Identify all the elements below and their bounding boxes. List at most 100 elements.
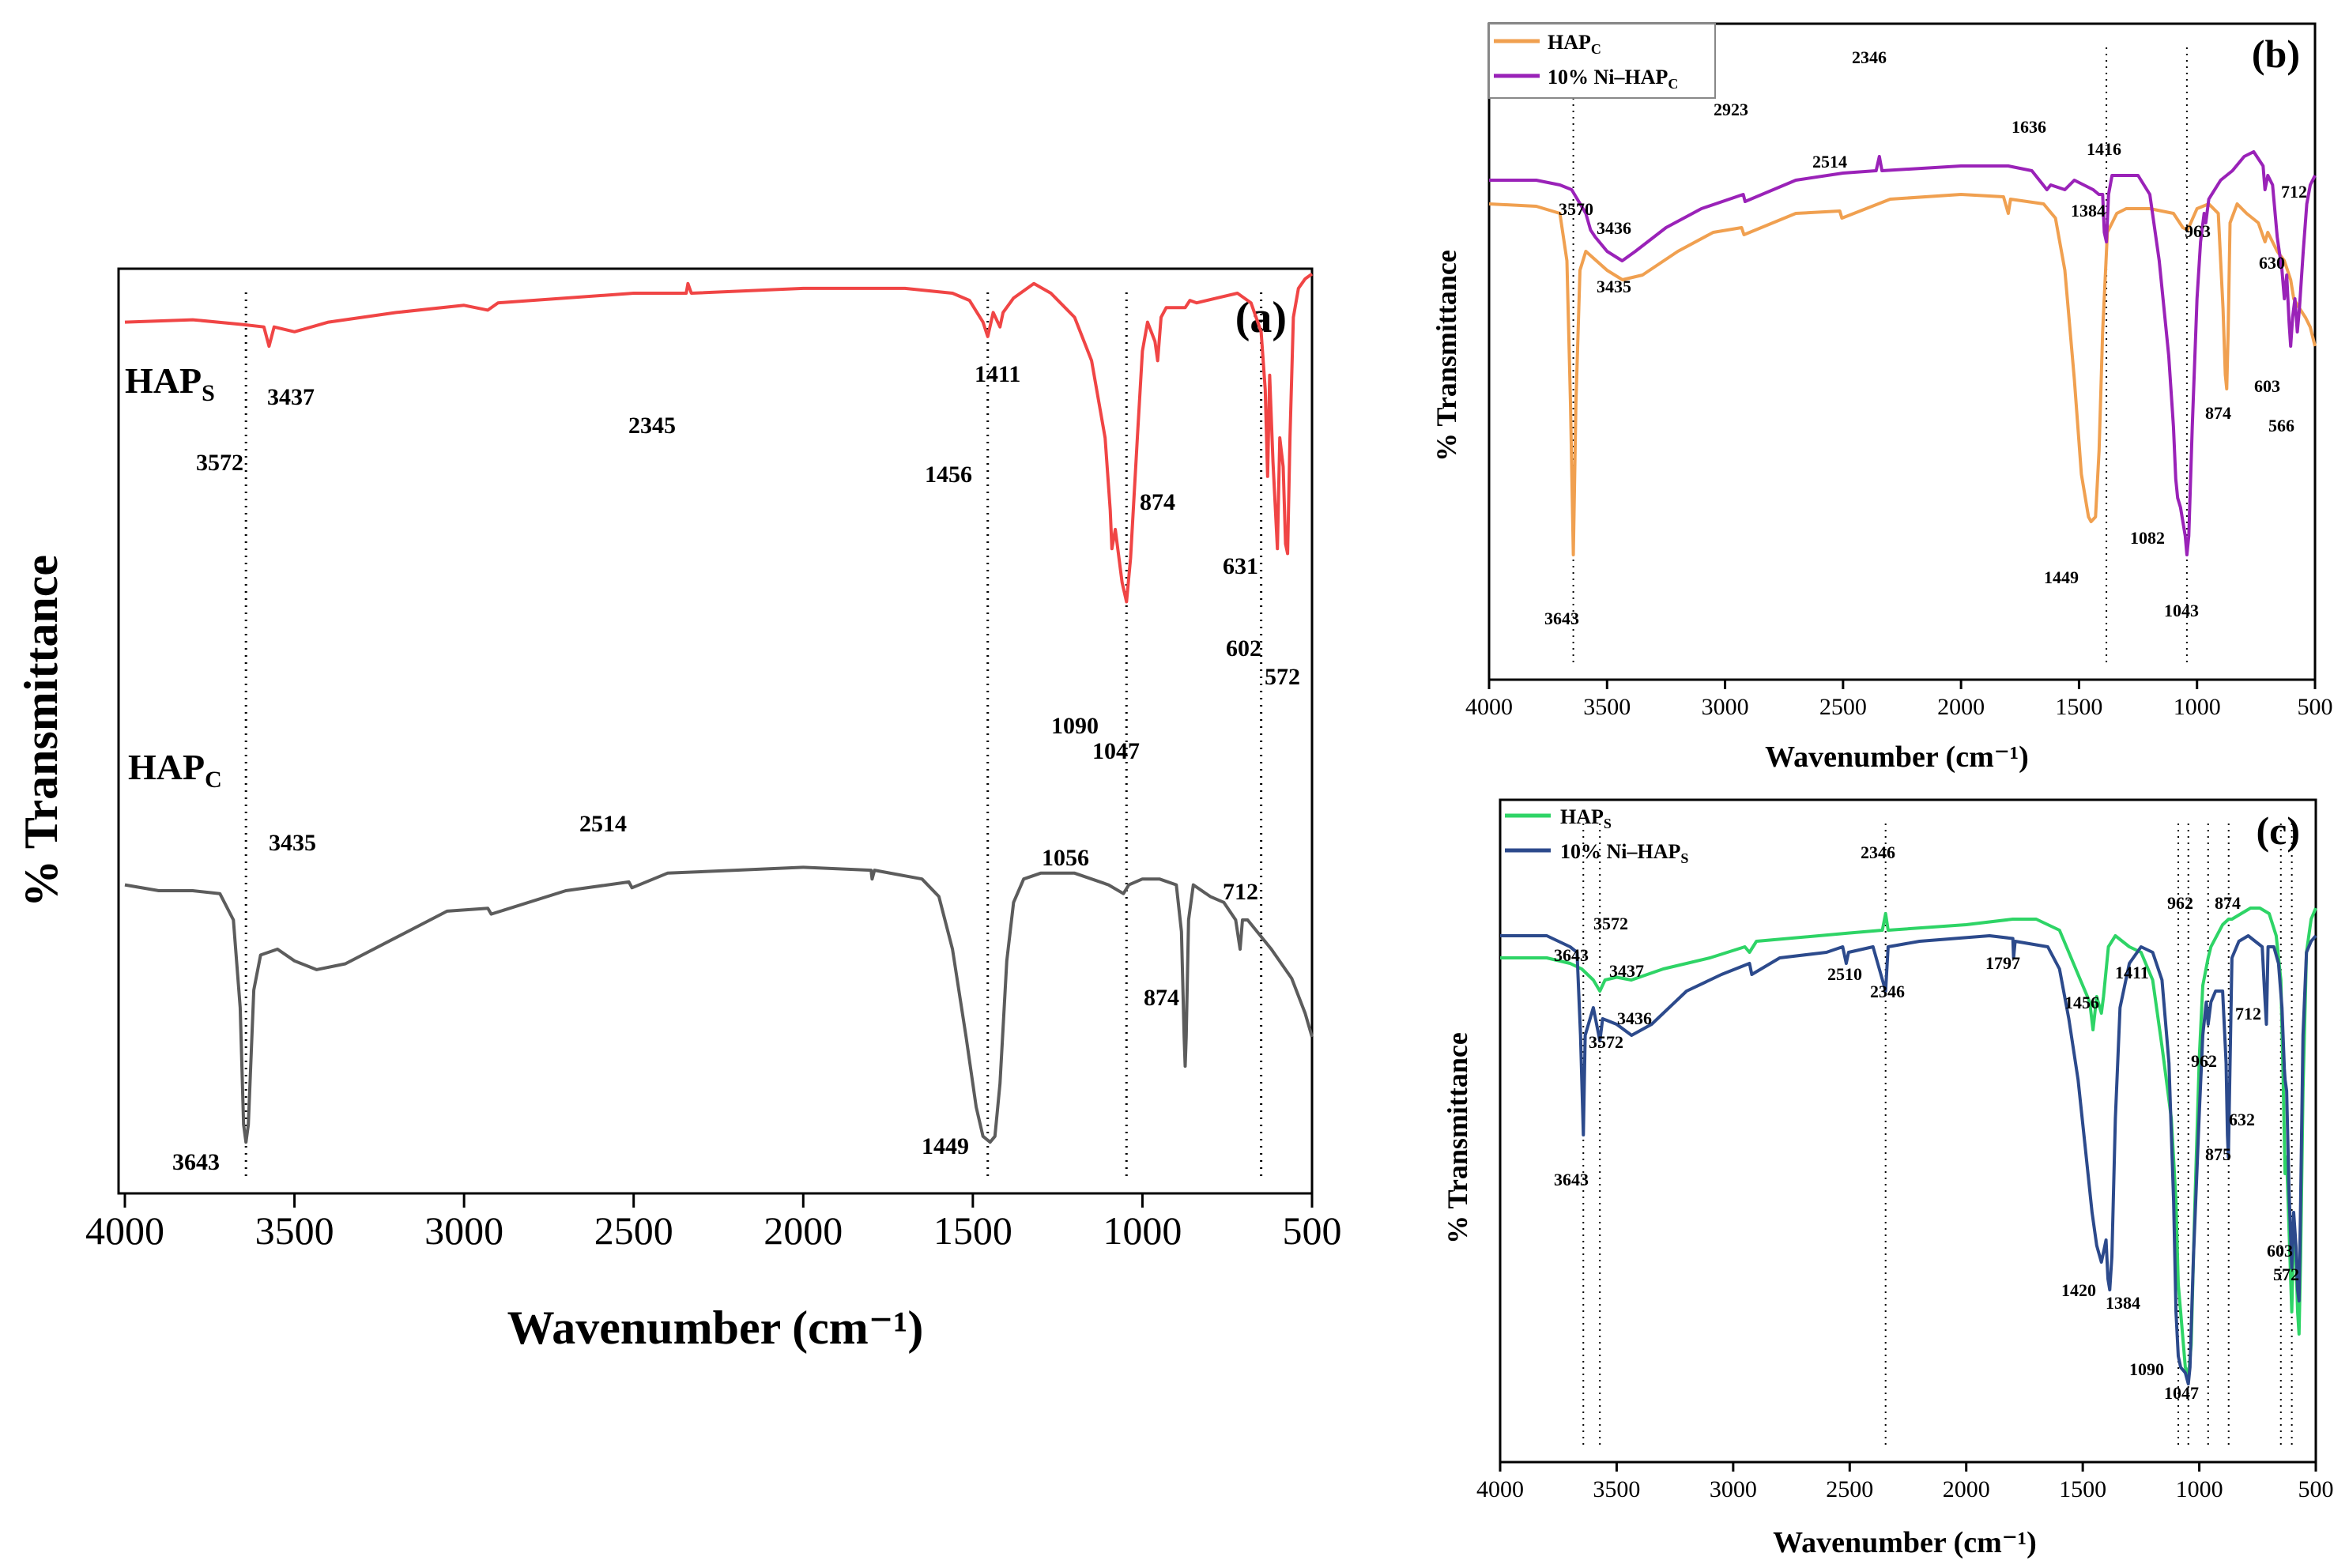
peak-label: 632 — [2229, 1110, 2255, 1129]
x-tick-label: 2000 — [1943, 1476, 1990, 1502]
peak-label: 1082 — [2130, 528, 2165, 548]
x-tick-label: 2500 — [1826, 1476, 1873, 1502]
x-tick-label: 1000 — [2176, 1476, 2223, 1502]
peak-label: 1456 — [2064, 993, 2099, 1012]
peak-label: 1636 — [2012, 117, 2046, 137]
panel-b-legend: HAPC 10% Ni–HAP C — [1488, 23, 1716, 99]
peak-label: 3572 — [196, 450, 243, 476]
x-tick-label: 1500 — [2059, 1476, 2106, 1502]
panel-b-ylabel: % Transmittance — [1431, 250, 1462, 462]
x-tick-label: 1000 — [1103, 1208, 1182, 1253]
panel-b-guides — [1572, 47, 2188, 664]
x-tick-label: 1500 — [2055, 694, 2102, 720]
series-line-haps — [1500, 906, 2317, 1380]
x-tick-label: 3500 — [1593, 1476, 1640, 1502]
legend-label-ni-haps-sub: S — [1680, 850, 1688, 866]
legend-label-haps-main: HAP — [1560, 805, 1604, 828]
x-tick-label: 1500 — [933, 1208, 1012, 1253]
peak-label: 874 — [2205, 403, 2231, 423]
panel-a-frame — [117, 267, 1314, 1195]
peak-label: 874 — [2215, 893, 2241, 913]
peak-label: 603 — [2267, 1241, 2293, 1261]
peak-label: 2345 — [628, 413, 676, 439]
peak-label: 1449 — [922, 1133, 969, 1159]
peak-label: 3435 — [269, 830, 316, 856]
legend-label-ni-haps-main: 10% Ni–HAP — [1560, 840, 1681, 863]
legend-label-hapc: HAPC — [1548, 31, 1601, 57]
peak-label: 3643 — [1554, 945, 1589, 965]
peak-label: 1090 — [1051, 713, 1099, 739]
peak-label: 712 — [2281, 182, 2307, 202]
panel-c-x-ticks: 4000 3500 3000 2500 2000 1500 1000 500 — [1476, 1462, 2334, 1502]
panel-c-frame — [1499, 798, 2317, 1464]
peak-label: 3572 — [1593, 914, 1628, 933]
x-tick-label: 3500 — [255, 1208, 334, 1253]
panel-a-ylabel: % Transmittance — [15, 555, 67, 907]
panel-c-ylabel: % Transmittance — [1442, 1032, 1473, 1244]
peak-label: 962 — [2191, 1051, 2217, 1071]
panel-a-spectra — [124, 272, 1314, 1144]
peak-label: 566 — [2268, 416, 2294, 435]
panel-b-xlabel: Wavenumber (cm⁻¹) — [1765, 741, 2029, 774]
series-line-hapc — [1488, 193, 2317, 556]
panel-a-peak-labels: 3572 3437 2345 1456 1411 1090 1047 874 6… — [172, 361, 1300, 1175]
peak-label: 631 — [1223, 553, 1258, 579]
peak-label: 603 — [2254, 376, 2280, 396]
panel-b-x-ticks: 4000 3500 3000 2500 2000 1500 1000 500 — [1465, 680, 2333, 720]
x-tick-label: 500 — [1283, 1208, 1342, 1253]
legend-label-hapc-main: HAP — [1548, 31, 1591, 54]
panel-c-legend: HAPS 10% Ni–HAPS — [1505, 805, 1688, 866]
legend-label-hapc-sub: C — [1591, 41, 1601, 57]
peak-label: 1043 — [2164, 601, 2199, 620]
peak-label: 3570 — [1559, 199, 1593, 219]
peak-label: 3436 — [1597, 218, 1631, 238]
x-tick-label: 3000 — [1710, 1476, 1757, 1502]
panel-c-xlabel: Wavenumber (cm⁻¹) — [1773, 1526, 2037, 1559]
peak-label: 1456 — [925, 462, 972, 488]
series-line-10-ni-hapc — [1489, 150, 2317, 556]
series-label-haps: HAPS — [125, 360, 215, 406]
peak-label: 3435 — [1597, 277, 1631, 296]
panel-b-label: (b) — [2252, 32, 2300, 76]
x-tick-label: 2000 — [764, 1208, 843, 1253]
x-tick-label: 4000 — [1465, 694, 1513, 720]
peak-label: 1797 — [1985, 953, 2020, 973]
peak-label: 963 — [2185, 221, 2211, 241]
peak-label: 2346 — [1852, 47, 1887, 67]
x-tick-label: 4000 — [85, 1208, 164, 1253]
peak-label: 1090 — [2129, 1359, 2164, 1379]
panel-a-x-ticks: 4000 3500 3000 2500 2000 1500 1000 500 — [85, 1193, 1342, 1253]
peak-label: 3572 — [1589, 1032, 1623, 1052]
peak-label: 1449 — [2044, 567, 2079, 587]
panel-b-spectra — [1488, 150, 2317, 556]
series-label-haps-sub: S — [202, 380, 215, 406]
x-tick-label: 3500 — [1583, 694, 1631, 720]
peak-label: 2510 — [1827, 964, 1862, 984]
peak-label: 1384 — [2106, 1293, 2140, 1313]
peak-label: 2346 — [1870, 982, 1905, 1001]
peak-label: 874 — [1144, 985, 1179, 1011]
series-label-hapc-sub: C — [205, 767, 222, 793]
peak-label: 874 — [1140, 489, 1175, 515]
peak-label: 1056 — [1042, 845, 1089, 871]
legend-box — [1488, 23, 1716, 99]
panel-a-xlabel: Wavenumber (cm⁻¹) — [507, 1302, 924, 1354]
peak-label: 3643 — [1544, 609, 1579, 628]
panel-c: (c) 4000 3500 3000 2500 2000 1500 1000 500 Wave… — [1442, 798, 2334, 1559]
peak-label: 712 — [2235, 1004, 2261, 1023]
peak-label: 875 — [2205, 1144, 2231, 1164]
peak-label: 1047 — [2164, 1383, 2199, 1403]
legend-label-ni-hapc-main: 10% Ni–HAP — [1548, 66, 1668, 89]
panel-b-frame — [1487, 22, 2317, 681]
peak-label: 3643 — [1554, 1170, 1589, 1189]
legend-label-haps-sub: S — [1604, 816, 1612, 831]
panel-b: (b) 4000 3500 3000 2500 2000 1500 1000 500 Wave… — [1431, 22, 2333, 774]
peak-label: 572 — [2273, 1265, 2299, 1284]
panel-c-peak-labels: 2346 962 874 3643 3572 3437 3436 3572 25… — [1554, 842, 2299, 1403]
series-label-haps-main: HAP — [125, 360, 202, 401]
panel-c-spectra — [1500, 906, 2317, 1385]
series-line-hapc — [124, 865, 1314, 1144]
peak-label: 3437 — [1609, 961, 1644, 981]
peak-label: 2923 — [1714, 100, 1748, 119]
